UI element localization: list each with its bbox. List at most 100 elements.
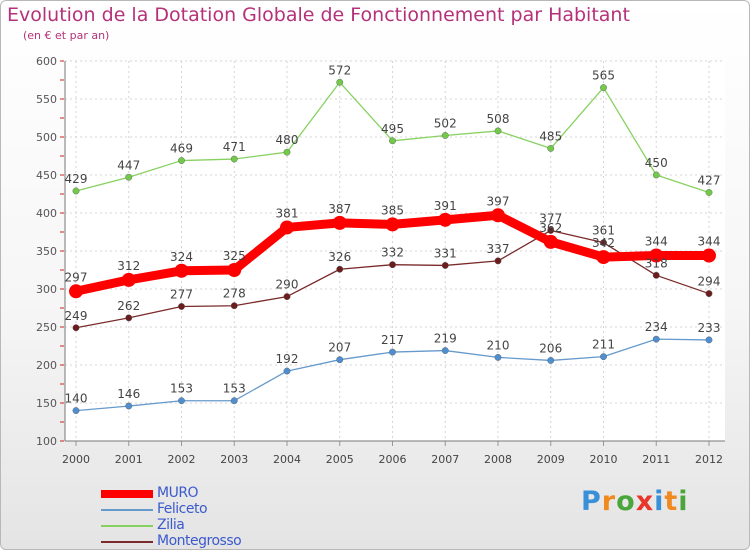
data-label-feliceto: 211 [592, 338, 615, 352]
data-point-montegrosso [600, 239, 607, 247]
data-label-feliceto: 233 [698, 321, 721, 335]
data-point-muro [596, 250, 611, 265]
data-point-montegrosso [230, 302, 238, 310]
data-label-zilia: 572 [328, 63, 351, 77]
data-label-feliceto: 192 [276, 352, 299, 366]
data-label-montegrosso: 278 [223, 287, 246, 301]
data-label-feliceto: 153 [223, 382, 246, 396]
data-label-montegrosso: 277 [170, 287, 193, 301]
data-point-zilia [494, 127, 502, 135]
data-point-muro [174, 263, 189, 278]
data-point-montegrosso [125, 314, 133, 322]
data-label-montegrosso: 326 [328, 250, 351, 264]
data-point-muro [649, 248, 664, 263]
data-label-muro: 324 [170, 250, 193, 264]
y-tick-label: 450 [36, 169, 57, 182]
data-point-feliceto [230, 397, 238, 405]
x-tick-label: 2002 [168, 453, 196, 466]
data-label-feliceto: 146 [117, 387, 140, 401]
y-tick-label: 550 [36, 93, 57, 106]
data-label-muro: 391 [434, 199, 457, 213]
data-point-montegrosso [652, 271, 660, 279]
data-label-zilia: 469 [170, 142, 193, 156]
data-label-zilia: 485 [539, 129, 562, 143]
y-tick-label: 400 [36, 207, 57, 220]
data-point-muro [280, 220, 294, 235]
data-label-muro: 344 [645, 235, 668, 249]
data-point-feliceto [600, 353, 607, 361]
data-label-feliceto: 219 [434, 332, 457, 346]
data-label-feliceto: 153 [170, 382, 193, 396]
data-point-feliceto [441, 347, 449, 354]
data-point-feliceto [547, 357, 555, 364]
x-tick-label: 2008 [484, 453, 512, 466]
chart-title: Evolution de la Dotation Globale de Fonc… [7, 4, 630, 26]
data-point-zilia [336, 78, 344, 86]
x-tick-label: 2004 [273, 453, 301, 466]
data-point-muro [332, 215, 347, 230]
data-point-montegrosso [336, 265, 344, 273]
data-label-zilia: 471 [223, 140, 246, 154]
data-label-montegrosso: 331 [434, 246, 457, 260]
x-tick-label: 2005 [326, 453, 354, 466]
data-label-montegrosso: 337 [487, 242, 510, 256]
logo-letter: o [616, 486, 636, 517]
data-label-montegrosso: 294 [698, 275, 721, 289]
data-point-montegrosso [389, 261, 396, 269]
data-label-muro: 362 [539, 221, 562, 235]
x-tick-label: 2000 [62, 453, 90, 466]
data-point-zilia [389, 137, 396, 145]
data-point-muro [227, 263, 242, 277]
data-point-feliceto [389, 348, 396, 356]
data-point-montegrosso [705, 290, 713, 297]
data-label-zilia: 450 [645, 156, 668, 170]
data-point-muro [702, 248, 716, 263]
x-tick-label: 2007 [431, 453, 459, 466]
data-point-feliceto [494, 353, 502, 361]
legend-swatch-zilia [101, 525, 153, 527]
data-label-montegrosso: 262 [117, 299, 140, 313]
data-label-muro: 297 [65, 270, 88, 284]
data-point-muro [69, 284, 83, 299]
logo-letter: r [601, 486, 617, 517]
data-label-montegrosso: 249 [65, 309, 88, 323]
data-point-zilia [705, 189, 713, 196]
data-label-feliceto: 217 [381, 333, 404, 347]
y-tick-label: 500 [36, 131, 57, 144]
data-point-feliceto [72, 407, 80, 414]
data-point-montegrosso [441, 262, 449, 269]
legend-swatch-montegrosso [101, 541, 153, 543]
data-label-muro: 344 [698, 235, 721, 249]
logo-letter: i [654, 486, 665, 517]
legend-swatch-muro [101, 490, 153, 498]
data-label-zilia: 480 [276, 133, 299, 147]
data-point-feliceto [283, 367, 291, 375]
data-label-muro: 312 [117, 259, 140, 273]
data-label-montegrosso: 318 [645, 256, 668, 270]
y-tick-label: 300 [36, 283, 57, 296]
x-tick-label: 2009 [537, 453, 565, 466]
logo-letter: P [581, 486, 602, 517]
data-label-zilia: 565 [592, 69, 615, 83]
data-label-montegrosso: 361 [592, 224, 615, 238]
y-tick-label: 200 [36, 359, 57, 372]
data-label-muro: 397 [487, 194, 510, 208]
legend-label-feliceto: Feliceto [157, 501, 208, 517]
proxiti-logo: Proxiti [581, 486, 689, 517]
data-label-zilia: 495 [381, 122, 404, 136]
data-label-muro: 385 [381, 203, 404, 217]
data-point-montegrosso [178, 303, 185, 310]
data-point-zilia [178, 157, 185, 164]
data-label-feliceto: 207 [328, 341, 351, 355]
legend-label-muro: MURO [157, 485, 199, 501]
x-tick-label: 2011 [642, 453, 670, 466]
y-tick-label: 600 [36, 55, 57, 68]
data-point-montegrosso [494, 257, 502, 265]
data-point-feliceto [125, 402, 133, 410]
data-point-muro [438, 212, 453, 227]
legend-swatch-feliceto [101, 509, 153, 511]
data-label-feliceto: 206 [539, 341, 562, 355]
data-label-montegrosso: 377 [539, 211, 562, 225]
